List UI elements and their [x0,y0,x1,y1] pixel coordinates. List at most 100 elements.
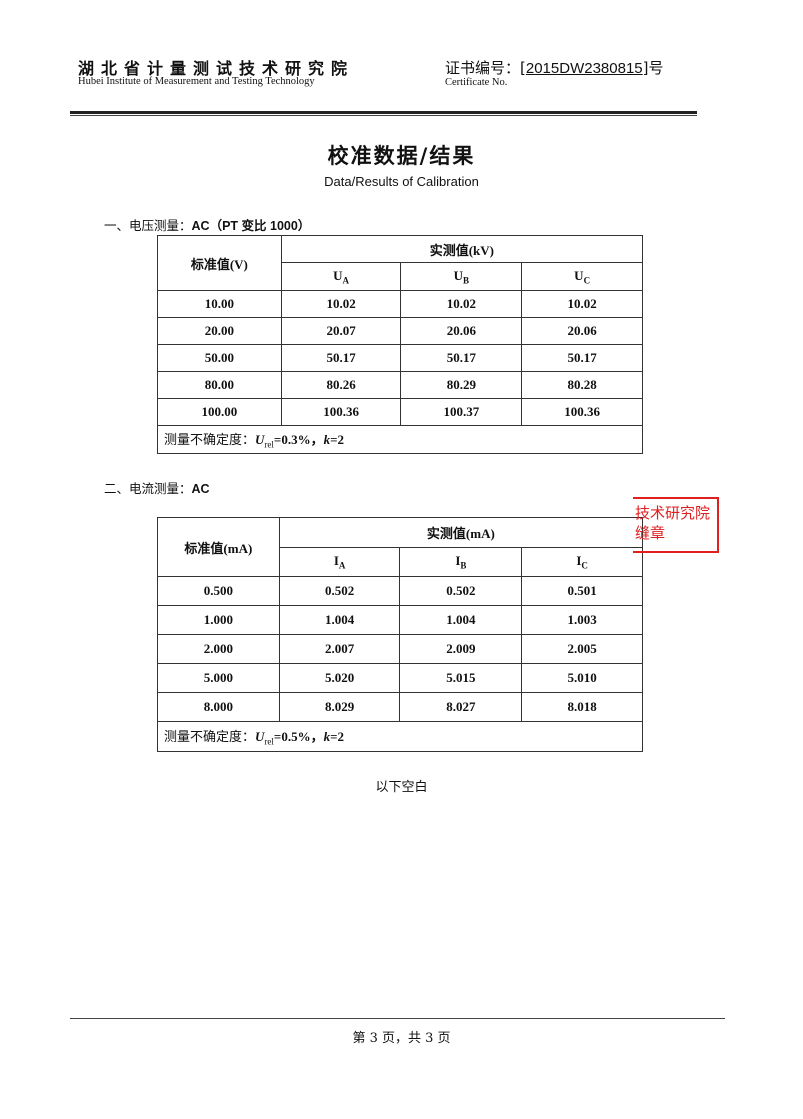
measured-value-cell: 50.17 [280,344,402,372]
measured-value-cell: 100.36 [521,398,643,426]
blank-below-note: 以下空白 [375,780,428,795]
meas-header: 实测值(mA) [278,517,644,548]
standard-value-cell: 20.00 [157,317,282,345]
page-title: 校准数据/结果 [327,144,476,168]
standard-value-cell: 100.00 [157,398,282,426]
stamp-line2: 缝章 [635,524,666,542]
table-row: 100.00 100.36 100.37 100.36 [157,398,643,426]
section1-heading: 一、电压测量：AC（PT 变比 1000） [104,215,310,234]
cert-label: 证书编号： [445,59,521,77]
uncertainty-value: =0.3%， [273,432,324,448]
column-header: UB [400,262,523,291]
uncertainty-label: 测量不确定度： [164,729,256,745]
std-header: 标准值(V) [157,235,282,291]
table-row: 80.00 80.26 80.29 80.28 [157,371,643,399]
column-subscript: B [460,560,467,571]
measured-value-cell: 1.003 [521,605,643,635]
certificate-number: 证书编号：[2015DW2380815]号 [445,57,664,78]
column-symbol: I [333,553,339,569]
table-row: 10.00 10.02 10.02 10.02 [157,290,643,318]
table-row: 50.00 50.17 50.17 50.17 [157,344,643,372]
measured-value-cell: 0.501 [521,576,643,606]
column-subscript: A [338,560,346,571]
table-row: 20.00 20.07 20.06 20.06 [157,317,643,345]
cert-number: 2015DW2380815 [525,60,643,77]
measured-value-cell: 8.029 [278,692,401,722]
column-header: UC [521,262,643,291]
uncertainty-symbol: U [255,729,265,745]
column-symbol: U [333,267,343,283]
column-symbol: I [455,553,461,569]
measured-value-cell: 5.010 [521,663,643,693]
org-name-cn: 湖北省计量测试技术研究院 [78,59,355,78]
measured-value-cell: 1.004 [399,605,523,635]
section1-heading-rest: AC（PT 变比 1000） [191,219,311,233]
current-table: 标准值(mA) 实测值(mA) IA IB IC 0.500 0.502 0.502 0.… [157,517,644,752]
standard-value-cell: 50.00 [157,344,282,372]
standard-value-cell: 5.000 [157,663,280,693]
measured-value-cell: 80.28 [521,371,643,399]
measured-value-cell: 2.007 [278,634,401,664]
section1-heading-prefix: 一、电压测量： [104,218,192,233]
column-subscript: C [581,560,588,571]
table-row: 8.000 8.029 8.027 8.018 [157,692,643,722]
column-symbol: I [576,553,582,569]
uncertainty-note: 测量不确定度：Urel=0.5%，k=2 [157,721,643,752]
section2-heading-rest: AC [191,482,210,496]
measured-value-cell: 100.36 [280,398,402,426]
cert-label-en: Certificate No. [445,77,508,88]
uncertainty-symbol: U [255,432,265,448]
cert-bracket-close: ] [642,59,649,77]
measured-value-cell: 0.502 [399,576,523,606]
cert-suffix: 号 [648,59,664,77]
measured-value-cell: 100.37 [400,398,523,426]
uncertainty-subscript: rel [264,736,274,747]
uncertainty-label: 测量不确定度： [164,432,256,448]
measured-value-cell: 20.07 [280,317,402,345]
page-subtitle: Data/Results of Calibration [324,174,479,189]
meas-header: 实测值(kV) [280,235,644,263]
measured-value-cell: 80.29 [400,371,523,399]
measured-value-cell: 2.005 [521,634,643,664]
table-row: 1.000 1.004 1.004 1.003 [157,605,643,635]
page-number: 第 3 页，共 3 页 [352,1031,451,1046]
column-header: IA [278,547,401,577]
standard-value-cell: 10.00 [157,290,282,318]
standard-value-cell: 8.000 [157,692,280,722]
measured-value-cell: 10.02 [521,290,643,318]
measured-value-cell: 10.02 [280,290,402,318]
measured-value-cell: 5.015 [399,663,523,693]
voltage-table: 标准值(V) 实测值(kV) UA UB UC 10.00 10.02 10.02 10.… [157,235,644,454]
column-symbol: U [453,267,464,283]
footer-rule [70,1018,725,1019]
measured-value-cell: 50.17 [400,344,523,372]
section2-heading-prefix: 二、电流测量： [104,481,192,496]
column-subscript: C [583,275,591,286]
uncertainty-value: =0.5%， [273,729,324,745]
standard-value-cell: 2.000 [157,634,280,664]
table-row: 5.000 5.020 5.015 5.010 [157,663,643,693]
measured-value-cell: 80.26 [280,371,402,399]
standard-value-cell: 1.000 [157,605,280,635]
header-rule-thin [70,115,697,116]
std-header: 标准值(mA) [157,517,280,577]
section2-heading: 二、电流测量：AC [104,478,210,497]
standard-value-cell: 80.00 [157,371,282,399]
coverage-factor-symbol: k [323,432,331,448]
coverage-factor-value: =2 [330,729,344,745]
measured-value-cell: 50.17 [521,344,643,372]
uncertainty-note: 测量不确定度：Urel=0.3%，k=2 [157,425,643,454]
coverage-factor-value: =2 [330,432,344,448]
seal-stamp: 技术研究院 缝章 [633,497,719,553]
standard-value-cell: 0.500 [157,576,280,606]
column-header: IB [399,547,523,577]
cert-bracket-open: [ [520,59,526,77]
uncertainty-subscript: rel [264,439,274,450]
measured-value-cell: 20.06 [400,317,523,345]
measured-value-cell: 20.06 [521,317,643,345]
measured-value-cell: 8.018 [521,692,643,722]
measured-value-cell: 8.027 [399,692,523,722]
header-rule [70,111,697,114]
measured-value-cell: 10.02 [400,290,523,318]
table-row: 0.500 0.502 0.502 0.501 [157,576,643,606]
